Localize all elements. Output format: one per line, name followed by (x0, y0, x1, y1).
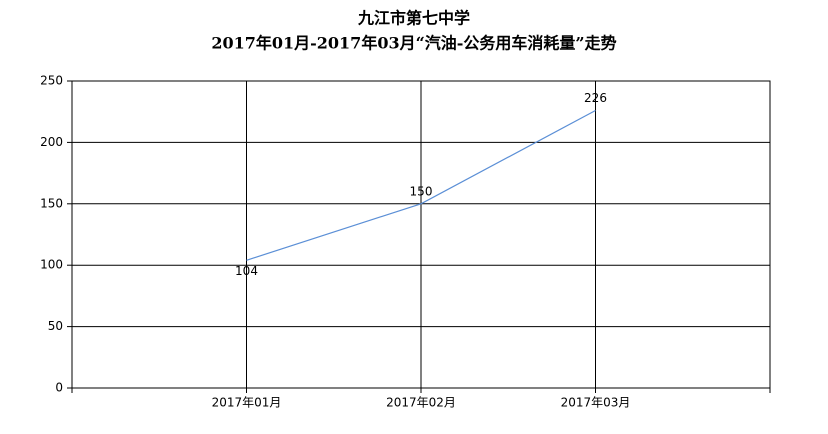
value-label: 226 (584, 91, 607, 105)
y-tick-label: 150 (40, 196, 63, 210)
value-label: 150 (410, 184, 433, 198)
x-tick-label: 2017年01月 (212, 396, 282, 410)
y-tick-label: 200 (40, 135, 63, 149)
y-tick-label: 50 (48, 319, 63, 333)
y-tick-label: 250 (40, 74, 63, 88)
y-tick-label: 0 (55, 381, 63, 395)
value-label: 104 (235, 264, 258, 278)
chart-subtitle: 2017年01月-2017年03月“汽油-公务用车消耗量”走势 (211, 34, 616, 53)
chart-title: 九江市第七中学 (357, 9, 470, 28)
x-tick-label: 2017年02月 (386, 396, 456, 410)
y-tick-label: 100 (40, 258, 63, 272)
x-tick-label: 2017年03月 (561, 396, 631, 410)
plot-frame (71, 80, 771, 389)
line (246, 109, 596, 261)
